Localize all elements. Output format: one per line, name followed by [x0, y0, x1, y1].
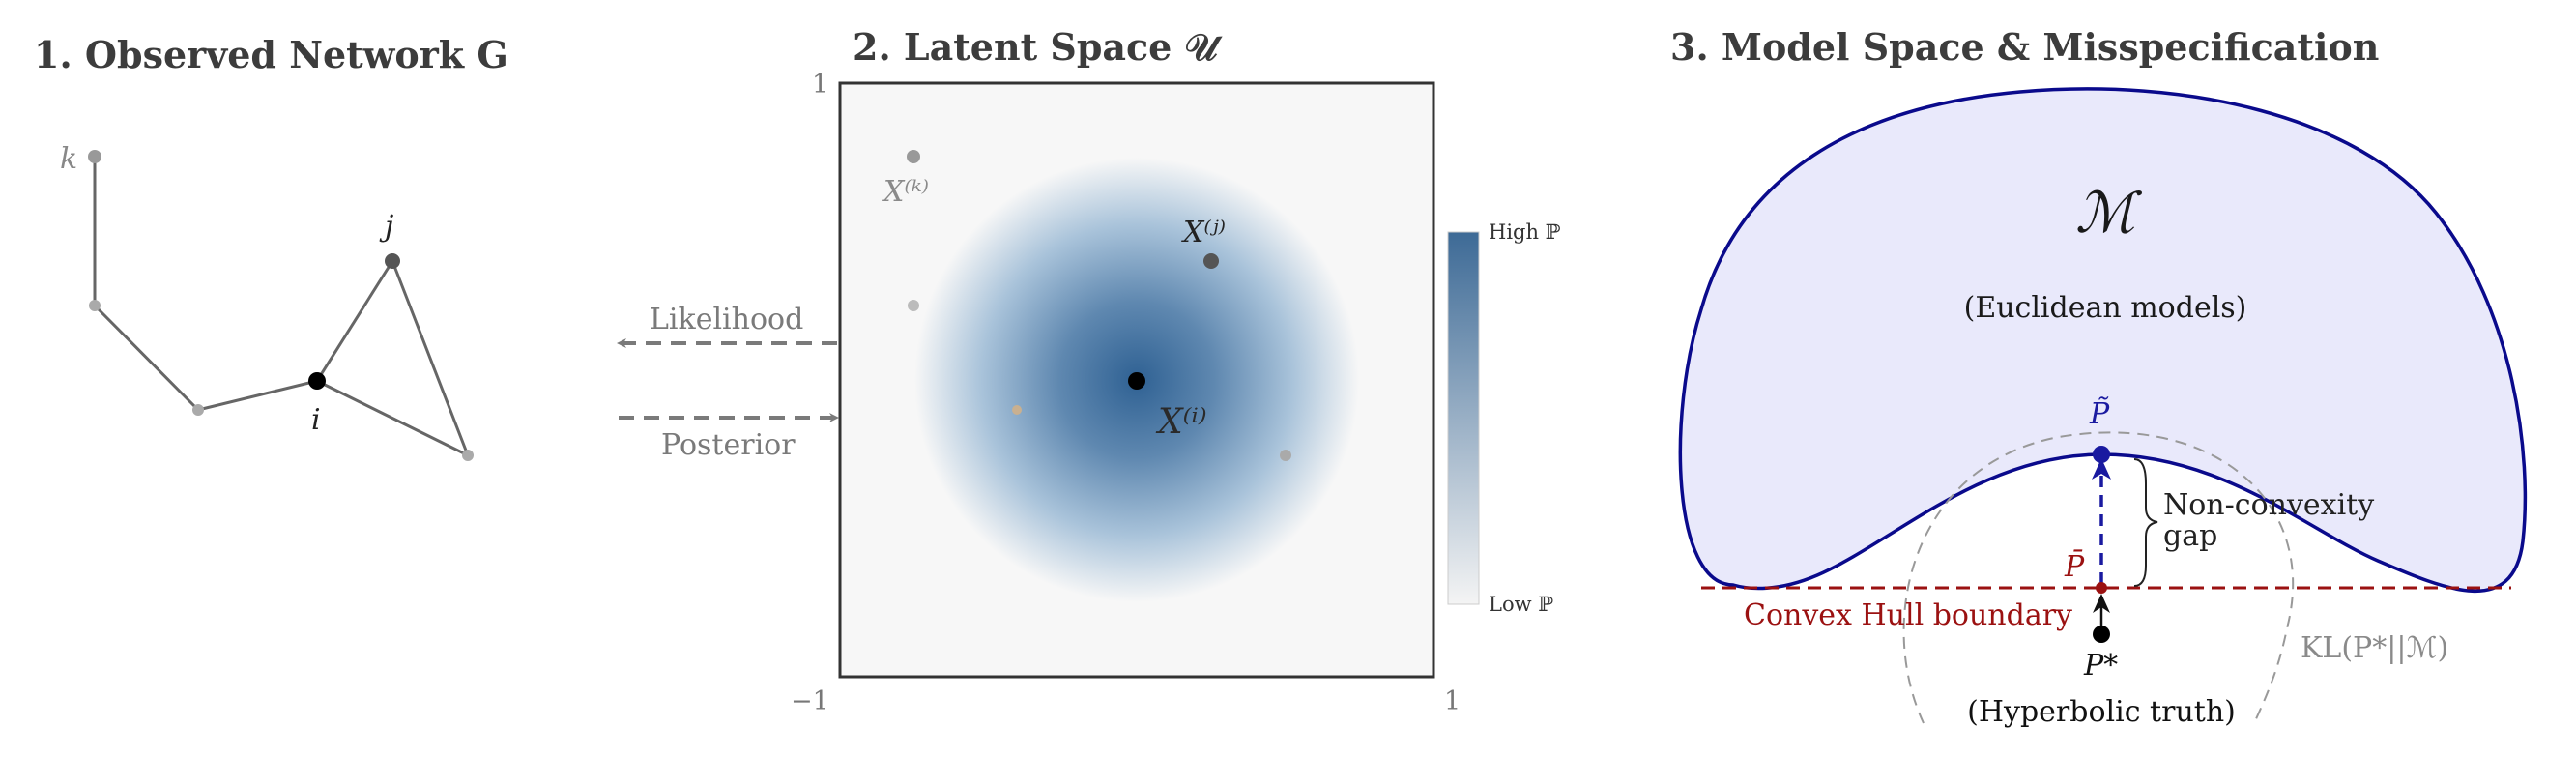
colorbar — [1447, 231, 1480, 605]
p-star-point — [2093, 626, 2110, 643]
latent-label-k: X⁽ᵏ⁾ — [882, 175, 929, 209]
edge-i-j — [315, 260, 394, 382]
convex-hull-label: Convex Hull boundary — [1744, 598, 2072, 632]
node-i — [308, 372, 326, 390]
p-tilde-label: P̃ — [2089, 397, 2110, 431]
model-symbol: ℳ — [2075, 180, 2143, 246]
node-i-label: i — [311, 403, 321, 437]
latent-title: 2. Latent Space 𝒰 — [853, 25, 1224, 69]
latent-point-c — [1280, 450, 1291, 461]
inference-arrows: Likelihood Posterior — [617, 303, 839, 462]
node-j — [385, 253, 400, 269]
latent-frame — [838, 81, 1435, 679]
latent-label-i: X⁽ⁱ⁾ — [1155, 402, 1207, 442]
latent-point-i — [1128, 372, 1145, 390]
node-a — [89, 300, 101, 311]
p-star-label: P* — [2083, 649, 2118, 683]
model-space-blob — [1678, 87, 2528, 593]
p-tilde-point — [2093, 446, 2110, 463]
panel-latent: 2. Latent Space 𝒰 1 −1 1 X⁽ᵏ⁾ X⁽ʲ⁾ X⁽ⁱ⁾ … — [791, 25, 1561, 716]
edge-j-c — [391, 260, 470, 456]
network-title: 1. Observed Network G — [34, 33, 508, 76]
edge-b-i — [197, 379, 318, 412]
node-j-label: j — [379, 210, 393, 244]
colorbar-low-label: Low ℙ — [1489, 593, 1553, 616]
p-bar-point — [2096, 582, 2107, 594]
latent-point-j — [1203, 253, 1219, 269]
truth-arrow-head — [2093, 594, 2110, 613]
panel-network: 1. Observed Network G k j i — [34, 33, 508, 461]
kl-label: KL(P*||ℳ) — [2301, 631, 2448, 665]
gap-brace — [2133, 458, 2158, 587]
node-b — [192, 404, 204, 416]
posterior-label: Posterior — [661, 428, 796, 462]
truth-label: (Hyperbolic truth) — [1967, 695, 2236, 729]
latent-point-a — [908, 300, 919, 311]
model-subtitle: (Euclidean models) — [1964, 291, 2247, 325]
edge-a-b — [93, 304, 200, 412]
likelihood-label: Likelihood — [650, 303, 803, 336]
p-bar-label: P̄ — [2064, 549, 2085, 584]
colorbar-high-label: High ℙ — [1489, 220, 1561, 244]
gap-label-line2: gap — [2163, 519, 2217, 553]
network-edges — [93, 157, 470, 457]
latent-x-left-tick: −1 — [791, 686, 829, 716]
projection-arrow-head — [2092, 458, 2111, 480]
node-c — [462, 450, 474, 461]
model-title: 3. Model Space & Misspecification — [1670, 25, 2379, 69]
latent-label-j: X⁽ʲ⁾ — [1181, 216, 1226, 249]
latent-y-top-tick: 1 — [812, 70, 828, 100]
gap-label-line1: Non-convexity — [2163, 488, 2374, 522]
node-k — [88, 150, 101, 163]
node-k-label: k — [60, 142, 77, 176]
edge-i-c — [316, 379, 469, 457]
latent-x-right-tick: 1 — [1444, 686, 1461, 716]
latent-point-b — [1012, 405, 1022, 415]
latent-point-k — [907, 150, 920, 163]
panel-model: 3. Model Space & Misspecification ℳ (Euc… — [1670, 25, 2528, 729]
